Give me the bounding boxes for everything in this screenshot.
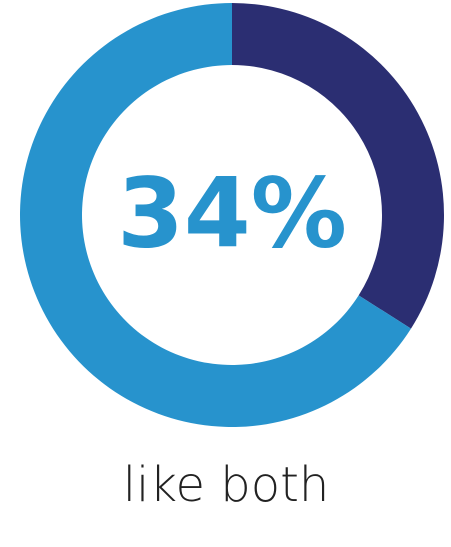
donut — [19, 3, 444, 428]
donut-slice — [232, 3, 444, 329]
center-label: 34% — [117, 157, 347, 269]
donut-slice — [19, 3, 411, 428]
caption: like both — [123, 457, 330, 513]
